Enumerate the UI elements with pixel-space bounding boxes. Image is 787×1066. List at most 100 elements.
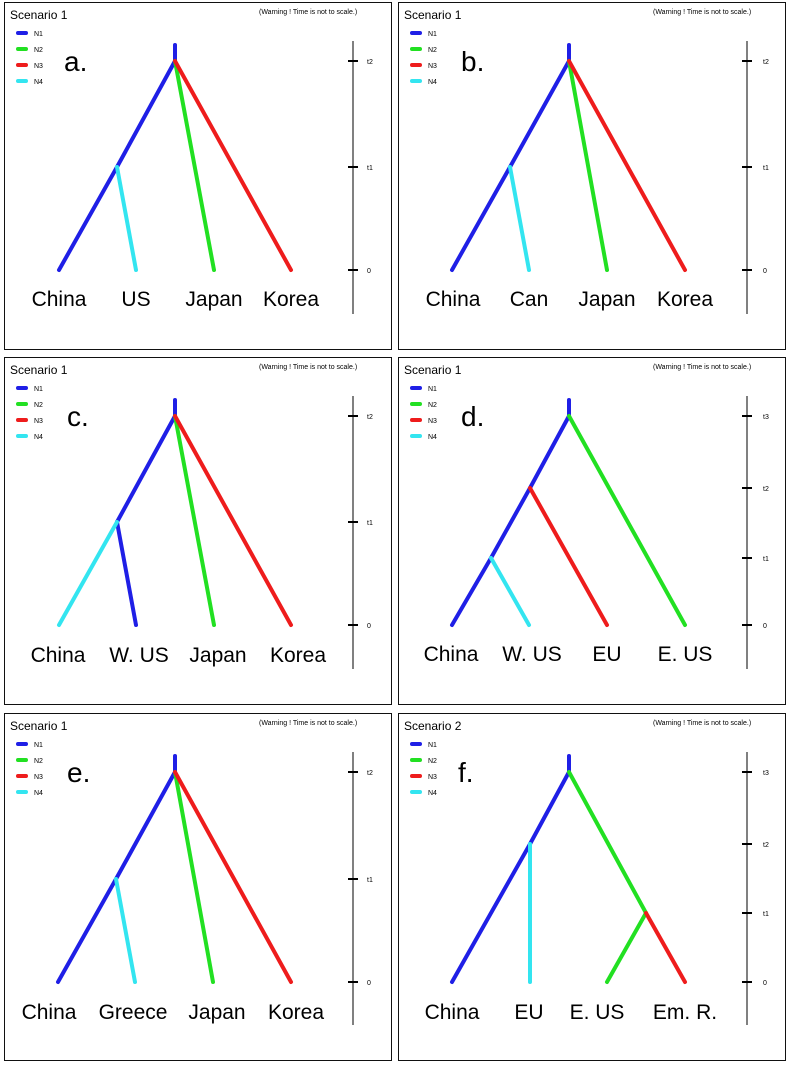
tick-label: 0	[763, 268, 767, 275]
leaf-label: China	[32, 288, 87, 311]
leaf-labels: China W. US EU E. US	[424, 643, 713, 666]
time-axis: t3 t2 t1 0	[742, 752, 769, 1025]
leaf-labels: China Can Japan Korea	[426, 288, 714, 311]
legend-swatch-n4	[410, 790, 422, 794]
legend-label-n1: N1	[428, 742, 437, 749]
legend: N1 N2 N3 N4	[16, 742, 43, 797]
branch-n3	[173, 414, 293, 627]
tick-label: t2	[763, 842, 769, 849]
branch-n1-china	[56, 877, 118, 984]
legend-label-n3: N3	[428, 774, 437, 781]
legend-swatch-n3	[410, 774, 422, 778]
tick-label: t1	[763, 165, 769, 172]
leaf-label: EU	[592, 643, 621, 666]
legend-swatch-n2	[16, 402, 28, 406]
legend: N1 N2 N3 N4	[16, 31, 43, 86]
branch-n2	[173, 770, 215, 984]
tick-label: t2	[367, 59, 373, 66]
branch-n1-china	[450, 165, 512, 272]
tick-label: 0	[763, 623, 767, 630]
branch-n3	[173, 770, 293, 984]
branch-n1-china	[450, 842, 532, 984]
branch-n3	[173, 59, 293, 272]
scenario-title: Scenario 2	[404, 719, 462, 733]
tree-diagram-c: Scenario 1 (Warning ! Time is not to sca…	[10, 363, 373, 669]
time-axis: t2 t1 0	[348, 396, 373, 669]
legend-label-n2: N2	[428, 47, 437, 54]
tick-label: t1	[367, 520, 373, 527]
scenario-title: Scenario 1	[10, 8, 68, 22]
branch-n2	[173, 414, 216, 627]
legend-swatch-n4	[410, 79, 422, 83]
tree-diagram-b: Scenario 1 (Warning ! Time is not to sca…	[404, 8, 769, 314]
leaf-label: China	[22, 1001, 77, 1024]
legend-label-n1: N1	[428, 386, 437, 393]
tree-branches	[57, 43, 293, 272]
tree-diagram-d: Scenario 1 (Warning ! Time is not to sca…	[404, 363, 769, 669]
leaf-label: Korea	[657, 288, 713, 311]
branch-n1-china	[450, 556, 493, 627]
leaf-label: China	[426, 288, 481, 311]
branch-n1-mid	[489, 486, 532, 560]
tick-label: 0	[367, 980, 371, 987]
legend-label-n1: N1	[34, 31, 43, 38]
time-axis: t2 t1 0	[348, 41, 373, 314]
time-axis: t2 t1 0	[348, 752, 373, 1025]
leaf-label: US	[121, 288, 150, 311]
leaf-labels: China Greece Japan Korea	[22, 1001, 325, 1024]
tree-diagram-a: Scenario 1 (Warning ! Time is not to sca…	[10, 8, 373, 314]
legend-swatch-n2	[16, 758, 28, 762]
leaf-label: Greece	[99, 1001, 168, 1024]
panel-c: Scenario 1 (Warning ! Time is not to sca…	[4, 357, 392, 705]
legend: N1 N2 N3 N4	[410, 386, 437, 441]
legend-label-n1: N1	[428, 31, 437, 38]
legend-label-n2: N2	[34, 402, 43, 409]
branch-n2	[567, 59, 609, 272]
legend-swatch-n2	[16, 47, 28, 51]
leaf-label: Korea	[263, 288, 319, 311]
legend-label-n2: N2	[428, 402, 437, 409]
warning-note: (Warning ! Time is not to scale.)	[653, 364, 751, 371]
legend-label-n4: N4	[34, 790, 43, 797]
tick-label: t1	[763, 911, 769, 918]
legend-label-n4: N4	[428, 79, 437, 86]
branch-n1-top	[528, 414, 571, 490]
legend-label-n2: N2	[34, 47, 43, 54]
leaf-labels: China US Japan Korea	[32, 288, 320, 311]
tick-label: t2	[367, 770, 373, 777]
legend: N1 N2 N3 N4	[16, 386, 43, 441]
time-axis: t3 t2 t1 0	[742, 396, 769, 669]
legend-swatch-n3	[16, 63, 28, 67]
legend-label-n3: N3	[34, 63, 43, 70]
branch-n3	[567, 59, 687, 272]
tick-label: t2	[367, 414, 373, 421]
legend-swatch-n3	[16, 418, 28, 422]
branch-n4	[489, 556, 531, 627]
scenario-title: Scenario 1	[10, 363, 68, 377]
warning-note: (Warning ! Time is not to scale.)	[259, 364, 357, 371]
legend-swatch-n1	[410, 386, 422, 390]
branch-n4	[508, 165, 531, 272]
leaf-label: W. US	[502, 643, 562, 666]
panel-d: Scenario 1 (Warning ! Time is not to sca…	[398, 357, 786, 705]
legend-swatch-n3	[16, 774, 28, 778]
legend-swatch-n4	[16, 79, 28, 83]
panel-letter: a.	[64, 46, 87, 77]
panel-letter: d.	[461, 401, 484, 432]
legend-label-n4: N4	[428, 790, 437, 797]
leaf-label: Japan	[578, 288, 635, 311]
tree-diagram-f: Scenario 2 (Warning ! Time is not to sca…	[404, 719, 769, 1025]
legend-swatch-n2	[410, 758, 422, 762]
panel-f: Scenario 2 (Warning ! Time is not to sca…	[398, 713, 786, 1061]
tick-label: t3	[763, 770, 769, 777]
legend-swatch-n4	[16, 434, 28, 438]
scenario-title: Scenario 1	[10, 719, 68, 733]
leaf-label: E. US	[658, 643, 713, 666]
legend: N1 N2 N3 N4	[410, 742, 437, 797]
branch-n2-upper	[567, 770, 648, 915]
warning-note: (Warning ! Time is not to scale.)	[259, 720, 357, 727]
legend-swatch-n4	[410, 434, 422, 438]
legend-label-n3: N3	[34, 774, 43, 781]
tree-diagram-e: Scenario 1 (Warning ! Time is not to sca…	[10, 719, 373, 1025]
legend-label-n1: N1	[34, 742, 43, 749]
